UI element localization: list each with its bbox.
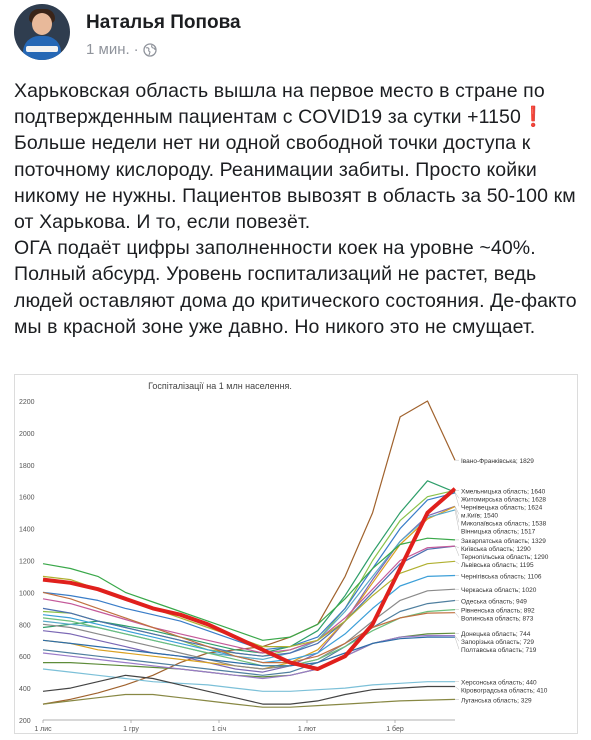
legend-leader (454, 545, 460, 549)
y-tick-label: 1400 (19, 527, 35, 534)
meta-separator: · (133, 41, 139, 58)
series-line (42, 668, 455, 692)
y-tick-label: 2000 (19, 431, 35, 438)
legend-leader (454, 637, 460, 650)
post-meta: 1 мин. · (86, 41, 157, 61)
legend-label: Львівська область; 1195 (461, 561, 534, 569)
y-tick-label: 800 (19, 622, 31, 629)
y-tick-label: 200 (19, 718, 31, 725)
series-line (42, 560, 456, 648)
legend-leader (454, 509, 460, 531)
x-tick-label: 1 лют (298, 726, 317, 733)
y-tick-label: 1200 (19, 559, 35, 566)
x-tick-label: 1 бер (386, 725, 404, 733)
legend-leader (454, 561, 460, 565)
legend-label: Донецька область; 744 (461, 630, 531, 638)
series-line (42, 400, 456, 705)
post-header: Наталья Попова 1 мин. · (14, 4, 574, 64)
series-line (42, 599, 456, 676)
legend-label: Запорізька область; 729 (461, 638, 534, 646)
chart-axes: 200 400 600 800 1000 1200 1400 1600 1800 2000 2200… (19, 399, 455, 733)
x-tick-label: 1 січ (212, 725, 227, 733)
legend-leader (454, 635, 460, 642)
y-tick-label: 2200 (19, 399, 35, 406)
y-tick-label: 600 (19, 654, 31, 661)
x-tick-label: 1 гру (123, 726, 139, 733)
legend-label: Закарпатська область; 1329 (461, 537, 546, 545)
y-tick-label: 1800 (19, 463, 35, 470)
legend-label: Чернігівська область; 1106 (461, 572, 542, 580)
chart-lines (42, 400, 457, 708)
series-line (42, 537, 456, 641)
series-line (42, 545, 456, 654)
legend-label: Луганська область; 329 (461, 696, 532, 704)
series-line (42, 480, 456, 654)
series-line (42, 545, 456, 657)
legend-leader (454, 492, 460, 507)
series-line (42, 634, 456, 680)
avatar-badge (26, 46, 58, 52)
post-time[interactable]: 1 мин. (86, 41, 130, 58)
legend-label: Одеська область; 949 (461, 598, 527, 606)
legend-leader (454, 612, 460, 618)
avatar-face (32, 13, 52, 35)
series-line (42, 693, 456, 708)
legend-leader (454, 506, 460, 523)
legend-label: Миколаївська область; 1538 (461, 519, 547, 527)
chart-legend: Івано-Франківська; 1829 Хмельницька облас… (454, 457, 549, 704)
series-line (42, 609, 456, 667)
series-line (42, 588, 456, 670)
legend-label: Вінницька область; 1517 (461, 527, 536, 535)
chart-title: Госпіталізації на 1 млн населення. (148, 381, 292, 391)
legend-leader (454, 686, 460, 690)
legend-label: Рівненська область; 892 (461, 607, 535, 615)
series-line (42, 489, 456, 657)
avatar[interactable] (14, 4, 70, 60)
series-line (42, 674, 455, 705)
legend-label: Житомирська область; 1628 (461, 495, 546, 503)
legend-label: Івано-Франківська; 1829 (461, 457, 534, 465)
legend-label: Кіровоградська область; 410 (461, 687, 548, 695)
series-line (42, 636, 456, 667)
legend-leader (454, 506, 460, 515)
legend-label: Черкаська область; 1020 (461, 586, 537, 594)
y-tick-label: 400 (19, 686, 31, 693)
legend-leader (454, 546, 460, 557)
legend-label: Полтавська область; 719 (461, 646, 537, 654)
author-name[interactable]: Наталья Попова (86, 12, 241, 33)
legend-label: Київська область; 1290 (461, 545, 531, 553)
series-line (42, 591, 456, 664)
y-tick-label: 1000 (19, 590, 35, 597)
y-tick-label: 1600 (19, 495, 35, 502)
x-tick-label: 1 лис (34, 726, 52, 733)
globe-icon (143, 43, 157, 61)
chart-svg: Госпіталізації на 1 млн населення. 200 40… (19, 381, 549, 733)
legend-label: Тернопільська область; 1290 (461, 553, 549, 561)
series-line (42, 487, 457, 671)
legend-label: Волинська область; 873 (461, 615, 534, 623)
post-text: Харьковская область вышла на первое мест… (14, 80, 577, 338)
legend-label: м.Київ; 1540 (461, 512, 498, 519)
legend-label: Чернівецька область; 1624 (461, 503, 543, 511)
series-line (42, 505, 456, 673)
legend-leader (454, 492, 460, 499)
legend-label: Херсонська область; 440 (461, 679, 537, 687)
legend-label: Хмельницька область; 1640 (461, 487, 546, 495)
chart: Госпіталізації на 1 млн населення. 200 40… (14, 374, 578, 734)
